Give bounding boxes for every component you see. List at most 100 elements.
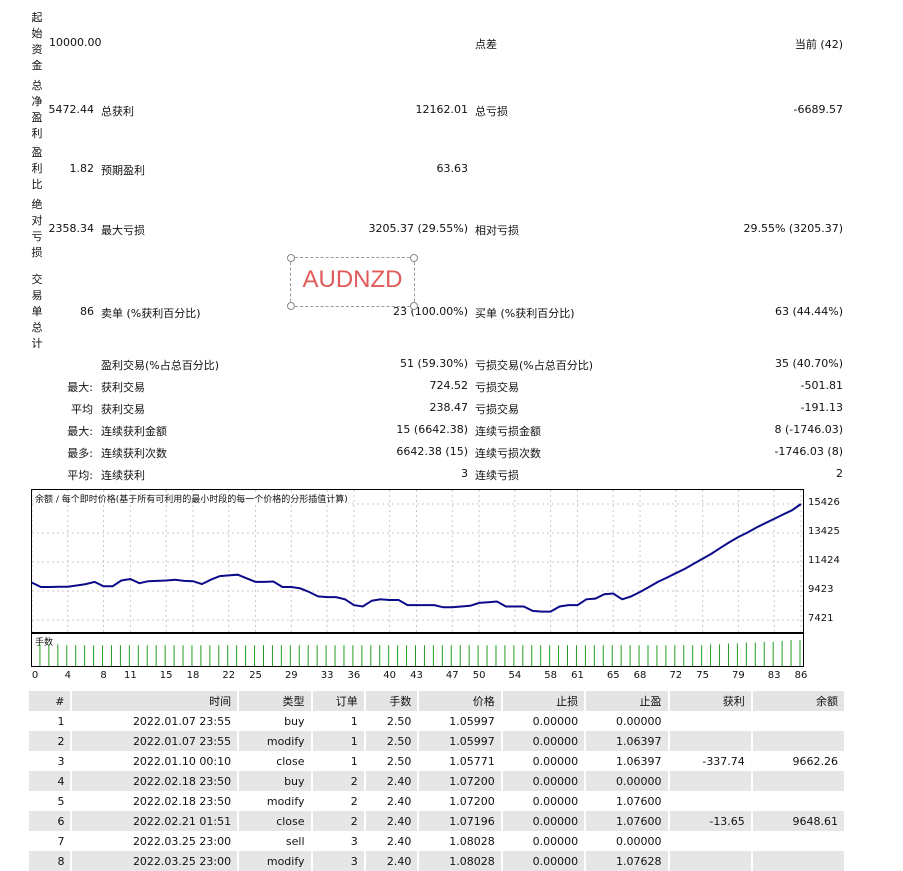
symbol-watermark-text: AUDNZD bbox=[302, 266, 403, 293]
net-profit-value: 5472.44 bbox=[48, 103, 95, 116]
col-balance-header[interactable]: 余额 bbox=[751, 691, 847, 711]
table-cell: buy bbox=[238, 771, 313, 791]
table-cell: 1.05771 bbox=[418, 751, 503, 771]
x-tick-label: 83 bbox=[767, 670, 781, 681]
profit-factor-value: 1.82 bbox=[69, 162, 95, 175]
average-profit-value: 238.47 bbox=[429, 401, 469, 414]
max-consecutive-losses-label: 连续亏损金额 bbox=[475, 425, 541, 438]
x-tick-label: 65 bbox=[606, 670, 620, 681]
col-number-header[interactable]: # bbox=[29, 691, 73, 711]
table-cell bbox=[751, 831, 847, 851]
col-time-header[interactable]: 时间 bbox=[71, 691, 240, 711]
x-tick-label: 40 bbox=[383, 670, 397, 681]
col-lots-header[interactable]: 手数 bbox=[364, 691, 420, 711]
table-cell bbox=[668, 711, 753, 731]
x-tick-label: 47 bbox=[445, 670, 459, 681]
table-cell: 0.00000 bbox=[501, 751, 587, 771]
resize-handle-bottom-right[interactable] bbox=[410, 302, 418, 310]
table-row[interactable]: 5 2022.02.18 23:50 modify 2 2.40 1.07200 0.000… bbox=[29, 791, 847, 811]
table-cell: 0.00000 bbox=[501, 851, 587, 871]
largest-loss-label: 亏损交易 bbox=[475, 381, 519, 394]
table-cell: 2022.02.21 01:51 bbox=[71, 811, 240, 831]
vlabel-absolute-drawdown: 绝对亏损 bbox=[31, 198, 43, 259]
max-prefix: 最大: bbox=[67, 425, 93, 438]
col-sl-header[interactable]: 止损 bbox=[501, 691, 587, 711]
table-row[interactable]: 8 2022.03.25 23:00 modify 3 2.40 1.08028 0.000… bbox=[29, 851, 847, 871]
col-price-header[interactable]: 价格 bbox=[418, 691, 503, 711]
x-tick-label: 86 bbox=[794, 670, 808, 681]
table-row[interactable]: 4 2022.02.18 23:50 buy 2 2.40 1.07200 0.00000 0… bbox=[29, 771, 847, 791]
x-tick-label: 75 bbox=[696, 670, 709, 681]
table-cell: 2 bbox=[29, 731, 73, 751]
col-order-header[interactable]: 订单 bbox=[311, 691, 366, 711]
orders-body: 1 2022.01.07 23:55 buy 1 2.50 1.05997 0.00000 0… bbox=[29, 711, 847, 871]
table-cell: 2022.02.18 23:50 bbox=[71, 771, 240, 791]
table-cell: 2 bbox=[311, 811, 366, 831]
table-cell: 8 bbox=[29, 851, 73, 871]
resize-handle-top-left[interactable] bbox=[287, 254, 295, 262]
symbol-watermark-textbox[interactable]: AUDNZD bbox=[287, 254, 418, 310]
table-cell: 2022.02.18 23:50 bbox=[71, 791, 240, 811]
max-consecutive-losses-value: 8 (-1746.03) bbox=[774, 423, 843, 436]
table-cell: 0.00000 bbox=[501, 731, 587, 751]
y-tick-label: 15426 bbox=[808, 497, 840, 508]
x-tick-label: 18 bbox=[186, 670, 200, 681]
max-consecutive-loss-value: -1746.03 (8) bbox=[774, 445, 843, 458]
vlabel-initial-deposit: 起始资金 bbox=[31, 11, 43, 72]
table-cell: 1 bbox=[311, 731, 366, 751]
x-tick-label: 36 bbox=[347, 670, 361, 681]
absolute-drawdown-value: 2358.34 bbox=[48, 222, 95, 235]
orders-header-row: # 时间 类型 订单 手数 价格 止损 止盈 获利 余额 bbox=[29, 691, 847, 711]
resize-handle-bottom-left[interactable] bbox=[287, 302, 295, 310]
long-positions-label: 买单 (%获利百分比) bbox=[475, 307, 575, 320]
col-type-header[interactable]: 类型 bbox=[238, 691, 313, 711]
resize-handle-top-right[interactable] bbox=[410, 254, 418, 262]
table-cell: 5 bbox=[29, 791, 73, 811]
table-cell: modify bbox=[238, 791, 313, 811]
average-consecutive-losses-value: 2 bbox=[836, 467, 843, 480]
table-cell: 1 bbox=[29, 711, 73, 731]
max-drawdown-value: 3205.37 (29.55%) bbox=[368, 222, 468, 235]
table-cell: 2.40 bbox=[364, 791, 420, 811]
table-cell: 2022.01.10 00:10 bbox=[71, 751, 240, 771]
gross-profit-value: 12162.01 bbox=[415, 103, 469, 116]
table-cell: 2 bbox=[311, 771, 366, 791]
average-loss-label: 亏损交易 bbox=[475, 403, 519, 416]
col-profit-header[interactable]: 获利 bbox=[668, 691, 753, 711]
long-positions-value: 63 (44.44%) bbox=[774, 305, 843, 318]
volume-chart: 手数 bbox=[31, 633, 804, 667]
table-cell: 2.40 bbox=[364, 831, 420, 851]
col-tp-header[interactable]: 止盈 bbox=[585, 691, 670, 711]
table-cell: 2022.01.07 23:55 bbox=[71, 731, 240, 751]
x-tick-label: 8 bbox=[100, 670, 107, 681]
expected-payoff-label: 预期盈利 bbox=[101, 164, 145, 177]
table-row[interactable]: 1 2022.01.07 23:55 buy 1 2.50 1.05997 0.00000 0… bbox=[29, 711, 847, 731]
table-cell: 2022.03.25 23:00 bbox=[71, 831, 240, 851]
table-cell: 0.00000 bbox=[501, 831, 587, 851]
table-row[interactable]: 7 2022.03.25 23:00 sell 3 2.40 1.08028 0.00000… bbox=[29, 831, 847, 851]
table-row[interactable]: 6 2022.02.21 01:51 close 2 2.40 1.07196 0.0000… bbox=[29, 811, 847, 831]
x-tick-label: 54 bbox=[508, 670, 522, 681]
table-cell bbox=[668, 831, 753, 851]
table-row[interactable]: 2 2022.01.07 23:55 modify 1 2.50 1.05997 0.000… bbox=[29, 731, 847, 751]
x-tick-label: 61 bbox=[571, 670, 584, 681]
table-cell: 2 bbox=[311, 791, 366, 811]
table-cell: 2.40 bbox=[364, 851, 420, 871]
table-cell: -337.74 bbox=[668, 751, 753, 771]
average-consecutive-prefix: 平均: bbox=[67, 469, 93, 482]
y-tick-label: 7421 bbox=[808, 613, 834, 624]
y-tick-label: 13425 bbox=[808, 525, 840, 537]
vlabel-net-profit: 总净盈利 bbox=[31, 79, 43, 140]
table-cell bbox=[751, 731, 847, 751]
average-loss-value: -191.13 bbox=[800, 401, 843, 414]
largest-profit-label: 获利交易 bbox=[101, 381, 145, 394]
table-cell: close bbox=[238, 751, 313, 771]
table-cell: 2.40 bbox=[364, 811, 420, 831]
table-cell bbox=[668, 851, 753, 871]
table-cell: 6 bbox=[29, 811, 73, 831]
relative-drawdown-label: 相对亏损 bbox=[475, 224, 519, 237]
max-consecutive-profit-label: 连续获利次数 bbox=[101, 447, 167, 460]
volume-label: 手数 bbox=[35, 638, 54, 648]
table-row[interactable]: 3 2022.01.10 00:10 close 1 2.50 1.05771 0.0000… bbox=[29, 751, 847, 771]
x-tick-label: 25 bbox=[249, 670, 262, 681]
